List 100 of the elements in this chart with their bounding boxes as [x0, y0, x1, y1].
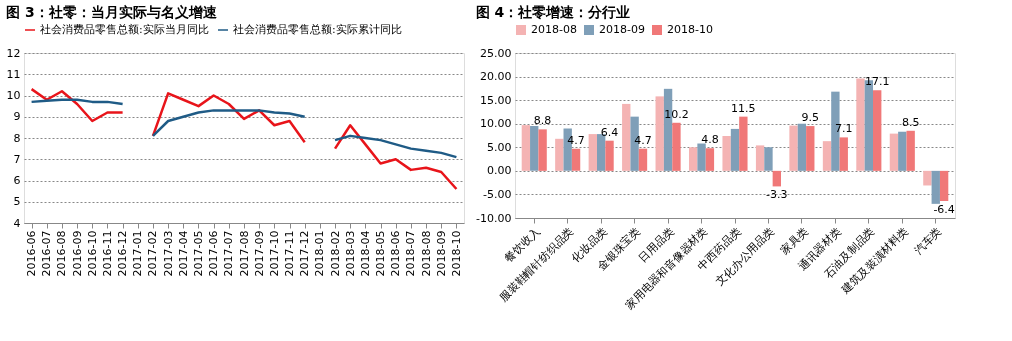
y-tick-label: 6 — [13, 174, 21, 187]
y-tick-label: 8 — [13, 131, 21, 145]
bar — [764, 147, 773, 171]
x-tick-label: 2017-08 — [237, 230, 251, 277]
data-label: 4.7 — [634, 133, 652, 147]
data-label: -3.3 — [766, 188, 788, 202]
x-tick-label: 2018-01 — [313, 230, 327, 277]
bar — [730, 128, 740, 171]
data-label: 11.5 — [731, 101, 756, 115]
bar — [697, 143, 706, 171]
legend-label: 社会消费品零售总额:实际当月同比 — [40, 23, 209, 36]
x-tick-label: 2017-09 — [252, 230, 266, 277]
x-tick-label: 2016-12 — [116, 230, 130, 277]
x-tick-label: 2017-05 — [191, 230, 205, 277]
bar — [839, 137, 848, 171]
bar — [605, 140, 614, 171]
x-tick-label: 汽车类 — [911, 224, 945, 258]
data-label: 10.2 — [664, 107, 689, 121]
x-tick-label: 2018-02 — [328, 230, 342, 277]
y-tick-label: 4 — [13, 216, 21, 230]
data-label: 8.8 — [533, 114, 552, 128]
y-tick-label: 0.00 — [487, 164, 512, 178]
bar — [873, 90, 882, 171]
bar — [789, 125, 798, 171]
bar — [923, 170, 932, 186]
bar — [688, 147, 698, 171]
x-tick-label: 2018-06 — [389, 230, 403, 277]
y-tick-label: 25.00 — [480, 46, 512, 60]
data-label: 4.7 — [567, 133, 585, 147]
bar — [571, 148, 581, 171]
bar — [797, 123, 807, 171]
bar — [530, 126, 539, 171]
data-label: 7.1 — [835, 122, 853, 136]
y-tick-label: 5.00 — [487, 140, 512, 154]
x-tick-label: 2017-12 — [298, 230, 312, 277]
bar — [822, 141, 832, 171]
x-tick-label: 2017-06 — [207, 230, 221, 277]
bar — [755, 145, 765, 171]
x-tick-label: 2017-01 — [131, 230, 145, 277]
y-tick-label: 7 — [13, 152, 21, 166]
x-tick-label: 2018-04 — [358, 230, 372, 277]
bar — [931, 170, 940, 204]
y-tick-label: 10 — [6, 89, 21, 102]
bar — [806, 126, 815, 171]
x-tick-label: 2016-07 — [40, 230, 54, 277]
y-tick-label: 11 — [6, 67, 21, 81]
data-label: -6.4 — [933, 203, 955, 217]
bar — [705, 148, 715, 171]
legend-label: 2018-08 — [531, 23, 577, 36]
bar — [898, 131, 907, 171]
bar — [722, 135, 731, 171]
bar — [772, 170, 782, 187]
bar — [655, 96, 664, 171]
x-tick-label: 2018-03 — [343, 230, 357, 277]
x-tick-label: 2017-04 — [176, 230, 190, 277]
bar — [638, 148, 648, 171]
y-tick-label: -5.00 — [483, 187, 512, 201]
y-tick-label: -10.00 — [476, 211, 512, 225]
legend-label: 社会消费品零售总额:实际累计同比 — [233, 23, 402, 36]
bar — [622, 103, 631, 171]
x-tick-label: 2016-09 — [70, 230, 84, 277]
legend-label: 2018-09 — [599, 23, 645, 36]
data-label: 17.1 — [864, 75, 890, 89]
bar — [521, 125, 531, 171]
bar — [906, 130, 915, 171]
y-tick-label: 15.00 — [480, 93, 512, 107]
legend-label: 2018-10 — [667, 23, 713, 36]
bar — [856, 78, 865, 171]
data-label: 4.8 — [701, 133, 719, 147]
x-tick-label: 2017-07 — [222, 230, 236, 277]
chart-title: 图 3：社零：当月实际与名义增速 — [6, 4, 218, 20]
y-tick-label: 12 — [6, 46, 21, 60]
bar — [555, 138, 564, 171]
x-tick-label: 2018-10 — [449, 230, 463, 277]
x-tick-label: 2016-11 — [100, 230, 114, 277]
chart-title: 图 4：社零增速：分行业 — [475, 4, 631, 20]
x-tick-label: 2016-06 — [25, 230, 39, 277]
y-tick-label: 5 — [13, 195, 21, 209]
bar — [588, 134, 597, 171]
x-tick-label: 2017-10 — [267, 230, 281, 277]
x-tick-label: 2017-02 — [146, 230, 160, 277]
x-tick-label: 2018-05 — [374, 230, 388, 277]
x-tick-label: 2016-10 — [85, 230, 99, 277]
x-tick-label: 2018-07 — [404, 230, 418, 277]
bar — [538, 129, 547, 171]
y-tick-label: 20.00 — [480, 70, 512, 84]
bar — [739, 116, 748, 171]
x-tick-label: 2016-08 — [55, 230, 69, 277]
data-label: 8.5 — [901, 115, 920, 129]
bar — [672, 122, 681, 171]
bar — [596, 134, 606, 171]
bar — [889, 133, 899, 171]
y-tick-label: 10.00 — [480, 117, 512, 131]
data-label: 6.4 — [600, 125, 619, 139]
y-tick-label: 9 — [13, 110, 21, 124]
data-label: 9.5 — [801, 111, 820, 125]
bar — [939, 170, 949, 202]
x-tick-label: 2017-03 — [161, 230, 175, 277]
x-tick-label: 2018-08 — [419, 230, 433, 277]
x-tick-label: 2018-09 — [434, 230, 448, 277]
